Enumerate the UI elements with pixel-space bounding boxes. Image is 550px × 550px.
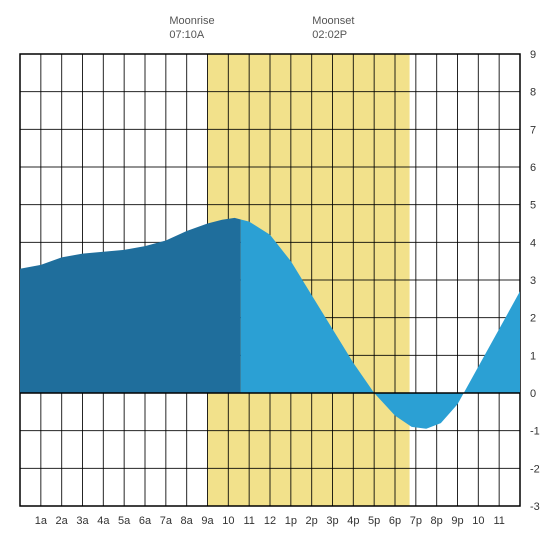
y-tick-label: 2 <box>530 313 536 325</box>
y-tick-label: -3 <box>530 501 540 513</box>
x-tick-label: 5p <box>368 515 380 527</box>
x-tick-label: 12 <box>264 515 276 527</box>
moonrise-time: 07:10A <box>169 29 205 41</box>
x-tick-label: 10 <box>222 515 234 527</box>
x-tick-label: 9p <box>451 515 463 527</box>
tide-chart: -3-2-101234567891a2a3a4a5a6a7a8a9a101112… <box>0 0 550 550</box>
x-tick-label: 1a <box>35 515 48 527</box>
x-tick-label: 8p <box>431 515 443 527</box>
x-tick-label: 7p <box>410 515 422 527</box>
y-tick-label: 9 <box>530 49 536 61</box>
x-tick-label: 4p <box>347 515 359 527</box>
x-tick-label: 11 <box>243 515 254 527</box>
x-tick-label: 8a <box>181 515 194 527</box>
y-tick-label: 1 <box>530 350 536 362</box>
x-tick-label: 6p <box>389 515 401 527</box>
y-tick-label: 5 <box>530 200 536 212</box>
x-tick-label: 4a <box>97 515 110 527</box>
x-tick-label: 3p <box>326 515 338 527</box>
x-tick-label: 6a <box>139 515 152 527</box>
y-tick-label: 6 <box>530 162 536 174</box>
y-tick-label: 4 <box>530 237 536 249</box>
x-tick-label: 10 <box>472 515 484 527</box>
y-tick-label: 8 <box>530 87 536 99</box>
tide-area-night <box>20 218 241 393</box>
x-tick-label: 3a <box>76 515 89 527</box>
x-tick-label: 9a <box>201 515 214 527</box>
moonrise-title: Moonrise <box>169 15 214 27</box>
y-tick-label: 7 <box>530 124 536 136</box>
y-tick-label: -1 <box>530 426 540 438</box>
x-tick-label: 5a <box>118 515 131 527</box>
x-tick-label: 2a <box>56 515 69 527</box>
y-tick-label: 3 <box>530 275 536 287</box>
x-tick-label: 1p <box>285 515 297 527</box>
x-tick-label: 2p <box>306 515 318 527</box>
chart-svg: -3-2-101234567891a2a3a4a5a6a7a8a9a101112… <box>0 0 550 550</box>
y-tick-label: -2 <box>530 463 540 475</box>
moonset-title: Moonset <box>312 15 354 27</box>
x-tick-label: 11 <box>493 515 504 527</box>
y-tick-label: 0 <box>530 388 536 400</box>
moonset-time: 02:02P <box>312 29 347 41</box>
x-tick-label: 7a <box>160 515 173 527</box>
